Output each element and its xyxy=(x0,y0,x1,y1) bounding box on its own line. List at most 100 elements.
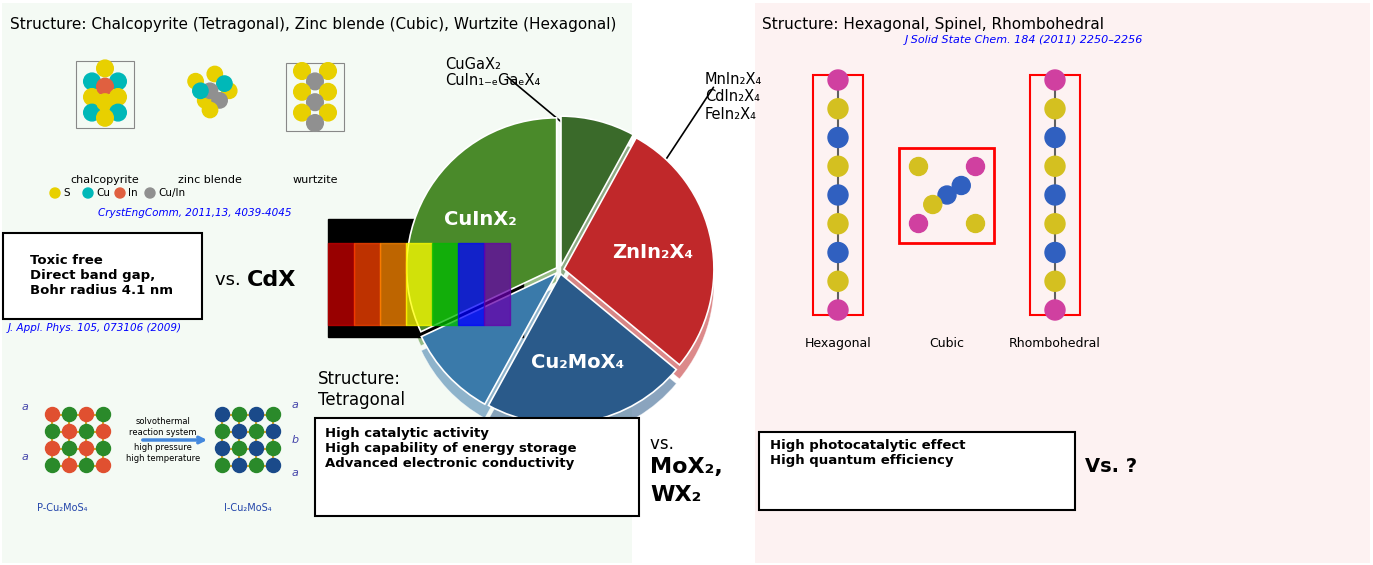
Circle shape xyxy=(216,407,229,421)
Circle shape xyxy=(84,73,100,90)
Text: a: a xyxy=(22,452,29,462)
Circle shape xyxy=(306,115,323,131)
Circle shape xyxy=(320,105,336,121)
Circle shape xyxy=(198,93,213,108)
Text: High catalytic activity
High capability of energy storage
Advanced electronic co: High catalytic activity High capability … xyxy=(325,427,577,470)
Circle shape xyxy=(828,70,849,90)
Circle shape xyxy=(188,73,203,89)
Circle shape xyxy=(828,214,849,234)
Text: high pressure
high temperature: high pressure high temperature xyxy=(126,444,200,463)
Text: Rhombohedral: Rhombohedral xyxy=(1009,337,1101,350)
Circle shape xyxy=(294,105,310,121)
Circle shape xyxy=(84,105,100,121)
Bar xyxy=(813,75,864,315)
Circle shape xyxy=(266,407,280,421)
Circle shape xyxy=(211,93,228,108)
Circle shape xyxy=(938,186,956,204)
Circle shape xyxy=(207,66,222,82)
Circle shape xyxy=(192,83,209,98)
Text: Structure: Chalcopyrite (Tetragonal), Zinc blende (Cubic), Wurtzite (Hexagonal): Structure: Chalcopyrite (Tetragonal), Zi… xyxy=(10,17,616,32)
Circle shape xyxy=(82,188,93,198)
Circle shape xyxy=(1045,70,1065,90)
Bar xyxy=(328,219,523,337)
Circle shape xyxy=(924,195,942,214)
Circle shape xyxy=(115,188,125,198)
Circle shape xyxy=(110,105,126,121)
Circle shape xyxy=(202,83,218,98)
Bar xyxy=(899,147,994,242)
Text: zinc blende: zinc blende xyxy=(178,175,242,185)
Circle shape xyxy=(96,110,114,126)
Wedge shape xyxy=(564,152,714,379)
Bar xyxy=(354,243,380,325)
Text: a: a xyxy=(292,468,299,478)
Circle shape xyxy=(294,63,310,79)
Text: b: b xyxy=(292,435,299,445)
Text: Structure: Hexagonal, Spinel, Rhombohedral: Structure: Hexagonal, Spinel, Rhombohedr… xyxy=(762,17,1104,32)
Circle shape xyxy=(320,84,336,100)
Text: CuIn₁₋ₑGaₑX₄: CuIn₁₋ₑGaₑX₄ xyxy=(445,73,540,88)
Wedge shape xyxy=(406,118,556,332)
Circle shape xyxy=(232,441,247,455)
Circle shape xyxy=(266,441,280,455)
Text: Structure:
Tetragonal: Structure: Tetragonal xyxy=(319,370,405,409)
Text: WX₂: WX₂ xyxy=(649,485,702,505)
Circle shape xyxy=(266,459,280,472)
Circle shape xyxy=(828,185,849,205)
Circle shape xyxy=(96,60,114,77)
Circle shape xyxy=(202,102,218,118)
Circle shape xyxy=(294,84,310,100)
Text: a: a xyxy=(22,402,29,412)
FancyBboxPatch shape xyxy=(314,418,638,516)
Text: Cu₂WX₄: Cu₂WX₄ xyxy=(505,438,555,451)
Text: a: a xyxy=(292,400,299,410)
Text: Photon energy / eV: Photon energy / eV xyxy=(391,331,459,337)
Wedge shape xyxy=(489,288,677,438)
Bar xyxy=(328,243,354,325)
Bar xyxy=(1030,75,1081,315)
Text: P-Cu₂MoS₄: P-Cu₂MoS₄ xyxy=(37,503,88,513)
Circle shape xyxy=(828,157,849,176)
FancyBboxPatch shape xyxy=(755,3,1370,563)
Circle shape xyxy=(1045,300,1065,320)
Circle shape xyxy=(84,89,100,105)
Bar xyxy=(287,63,343,131)
Wedge shape xyxy=(564,138,714,365)
Text: In: In xyxy=(128,188,137,198)
Circle shape xyxy=(828,271,849,291)
Circle shape xyxy=(221,83,238,98)
Circle shape xyxy=(1045,99,1065,119)
Bar xyxy=(485,243,509,325)
Bar xyxy=(459,243,485,325)
Circle shape xyxy=(828,128,849,147)
Circle shape xyxy=(96,407,110,421)
Text: MnIn₂X₄
CdIn₂X₄
FeIn₂X₄: MnIn₂X₄ CdIn₂X₄ FeIn₂X₄ xyxy=(704,72,762,122)
Text: Wavelength / nm: Wavelength / nm xyxy=(395,219,454,225)
Circle shape xyxy=(216,441,229,455)
Circle shape xyxy=(232,407,247,421)
Circle shape xyxy=(146,188,155,198)
Circle shape xyxy=(45,459,59,472)
Circle shape xyxy=(1045,242,1065,263)
Circle shape xyxy=(266,424,280,438)
Circle shape xyxy=(110,73,126,90)
Circle shape xyxy=(1045,271,1065,291)
Circle shape xyxy=(217,76,232,92)
Circle shape xyxy=(306,73,323,90)
Circle shape xyxy=(250,424,264,438)
Text: CdX: CdX xyxy=(247,270,297,290)
Circle shape xyxy=(63,407,77,421)
Circle shape xyxy=(909,215,928,233)
Circle shape xyxy=(828,300,849,320)
Text: solvothermal
reaction system: solvothermal reaction system xyxy=(129,418,196,437)
FancyBboxPatch shape xyxy=(759,432,1075,510)
Circle shape xyxy=(1045,128,1065,147)
Bar xyxy=(432,243,459,325)
Bar xyxy=(380,243,406,325)
Text: J. Appl. Phys. 105, 073106 (2009): J. Appl. Phys. 105, 073106 (2009) xyxy=(8,323,183,333)
Circle shape xyxy=(49,188,60,198)
Circle shape xyxy=(80,424,93,438)
Text: MoX₂,: MoX₂, xyxy=(649,457,722,477)
Circle shape xyxy=(232,424,247,438)
Text: J Solid State Chem. 184 (2011) 2250–2256: J Solid State Chem. 184 (2011) 2250–2256 xyxy=(905,35,1144,45)
